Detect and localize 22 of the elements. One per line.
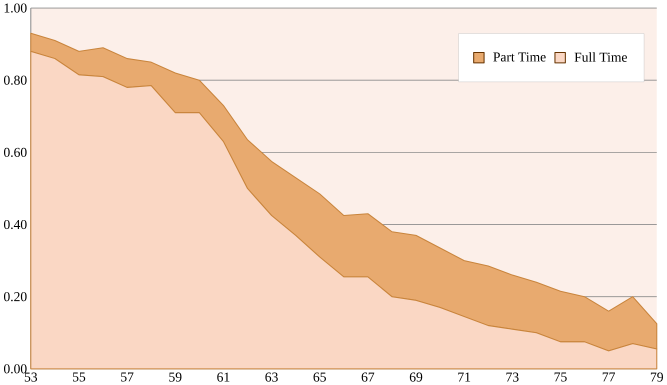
x-tick-label: 57 bbox=[121, 372, 134, 382]
x-tick-label: 79 bbox=[650, 372, 663, 382]
x-tick-label: 69 bbox=[410, 372, 422, 382]
x-tick-label: 53 bbox=[24, 372, 38, 382]
x-tick-label: 71 bbox=[458, 372, 470, 382]
y-tick-label: 0.40 bbox=[4, 220, 27, 230]
x-tick-label: 55 bbox=[72, 372, 86, 382]
x-tick-label: 61 bbox=[217, 372, 230, 382]
legend-label: Part Time bbox=[493, 52, 546, 62]
x-tick-label: 59 bbox=[169, 372, 182, 382]
x-tick-label: 67 bbox=[362, 372, 374, 382]
x-tick-label: 75 bbox=[554, 372, 567, 382]
y-tick-label: 1.00 bbox=[4, 3, 27, 13]
x-tick-label: 77 bbox=[602, 372, 616, 382]
x-tick-label: 65 bbox=[314, 372, 326, 382]
y-tick-label: 0.20 bbox=[4, 292, 27, 302]
legend-label: Full Time bbox=[574, 52, 627, 62]
x-tick-label: 63 bbox=[265, 372, 278, 382]
x-tick-label: 73 bbox=[506, 372, 519, 382]
y-tick-label: 0.60 bbox=[4, 148, 27, 157]
y-tick-label: 0.80 bbox=[4, 76, 27, 85]
y-tick-label: 0.00 bbox=[4, 364, 27, 374]
